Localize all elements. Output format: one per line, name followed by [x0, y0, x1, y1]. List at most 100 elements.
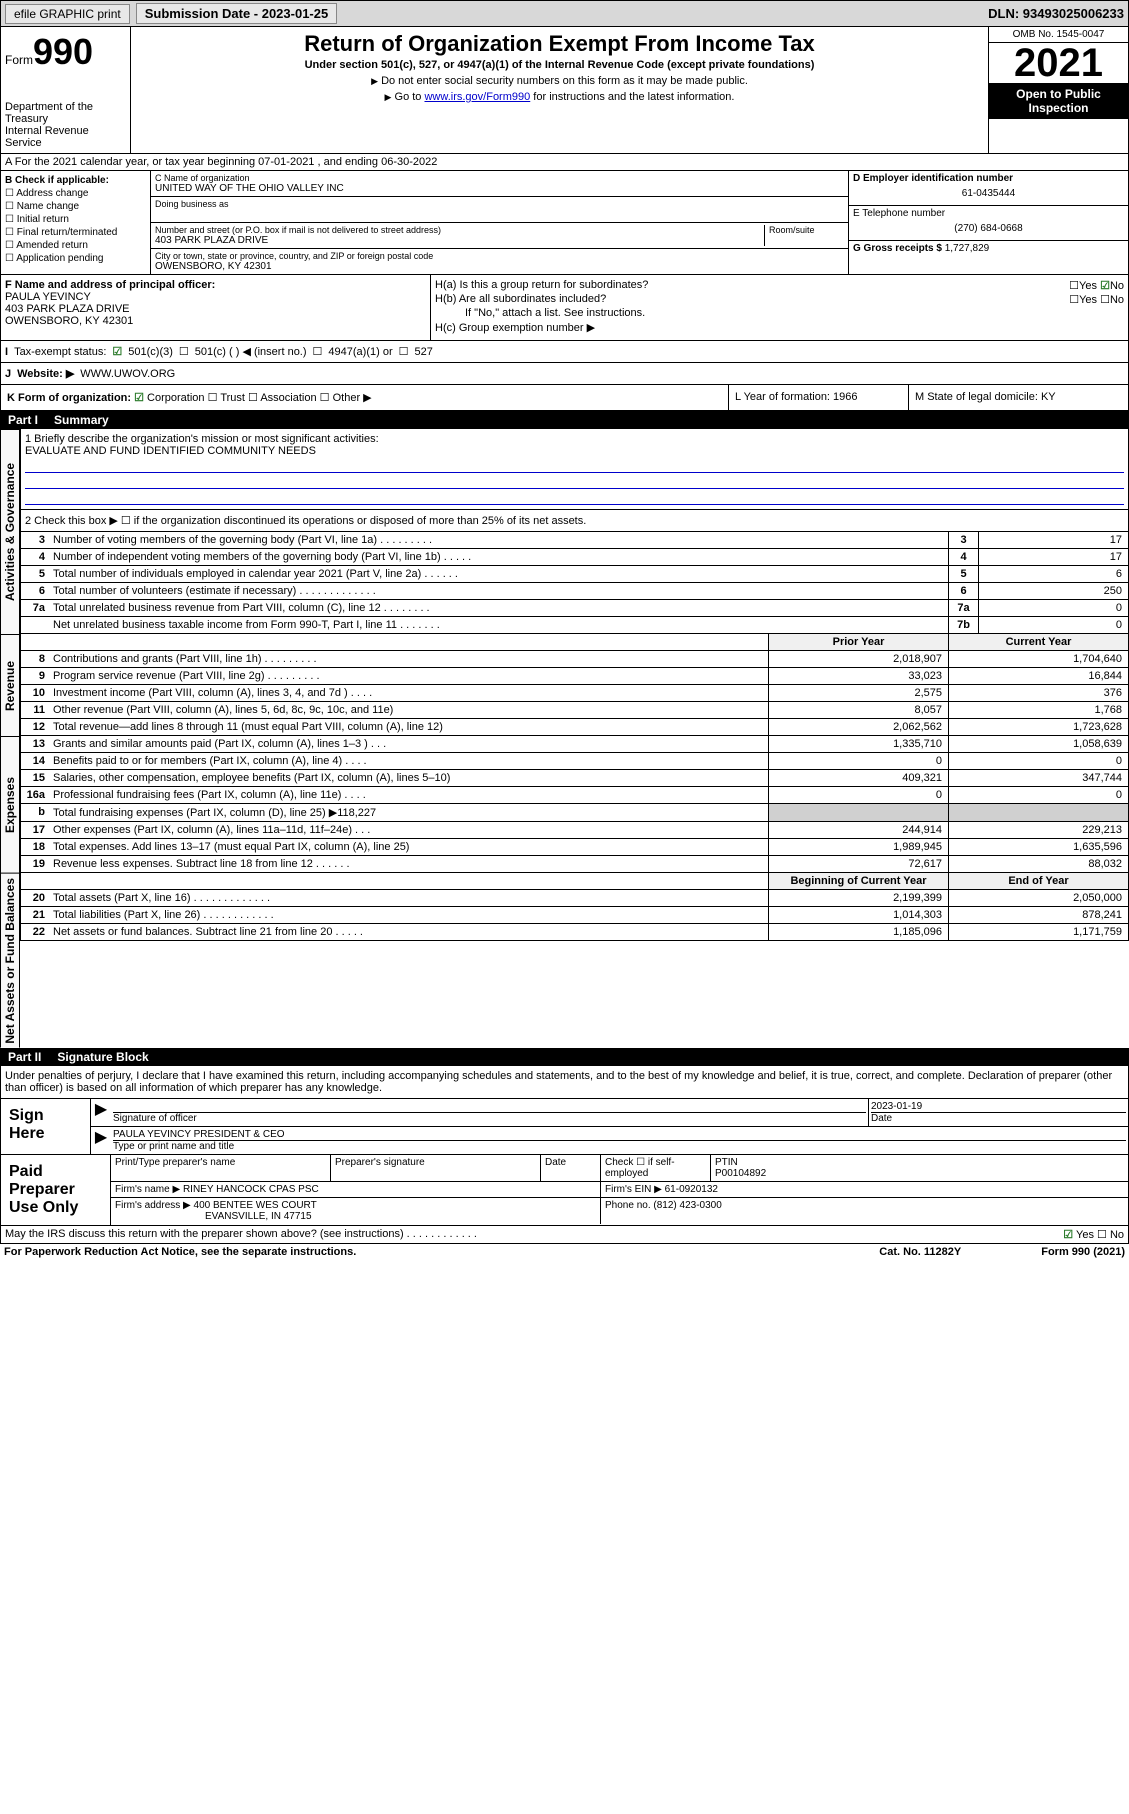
summary-line: 10Investment income (Part VIII, column (… — [20, 685, 1129, 702]
revenue-header: Prior Year Current Year — [20, 634, 1129, 651]
vlabel-revenue: Revenue — [0, 634, 20, 736]
cb-discuss-yes[interactable]: ☑ — [1063, 1229, 1073, 1241]
hc-line: H(c) Group exemption number ▶ — [435, 321, 1124, 334]
note-ssn: Do not enter social security numbers on … — [135, 75, 984, 87]
block-bc: B Check if applicable: ☐ Address change … — [0, 171, 1129, 275]
paid-row-1: Print/Type preparer's name Preparer's si… — [111, 1155, 1128, 1182]
col-b-title: B Check if applicable: — [5, 175, 146, 186]
revenue-section: Revenue Prior Year Current Year 8Contrib… — [0, 634, 1129, 736]
summary-line: 9Program service revenue (Part VIII, lin… — [20, 668, 1129, 685]
form-title: Return of Organization Exempt From Incom… — [135, 31, 984, 57]
ptin: P00104892 — [715, 1168, 766, 1179]
submission-date: Submission Date - 2023-01-25 — [136, 3, 338, 24]
summary-line: 22Net assets or fund balances. Subtract … — [20, 924, 1129, 941]
briefly-describe: 1 Briefly describe the organization's mi… — [20, 429, 1129, 510]
summary-line: Net unrelated business taxable income fr… — [20, 617, 1129, 634]
officer-name-title: PAULA YEVINCY PRESIDENT & CEOType or pri… — [111, 1127, 1128, 1154]
paid-row-3: Firm's address ▶ 400 BENTEE WES COURTEVA… — [111, 1198, 1128, 1224]
na-header: Beginning of Current Year End of Year — [20, 873, 1129, 890]
addr-cell: Number and street (or P.O. box if mail i… — [151, 223, 848, 249]
firm-ein: 61-0920132 — [665, 1184, 718, 1195]
summary-line: 3Number of voting members of the governi… — [20, 532, 1129, 549]
row-j-website: J Website: ▶ WWW.UWOV.ORG — [0, 363, 1129, 385]
note-link: Go to www.irs.gov/Form990 for instructio… — [135, 91, 984, 103]
arrow-icon — [385, 91, 392, 103]
firm-name: RINEY HANCOCK CPAS PSC — [183, 1184, 319, 1195]
line2: 2 Check this box ▶ ☐ if the organization… — [20, 510, 1129, 532]
arrow-icon: ▶ — [91, 1099, 111, 1126]
vlabel-governance: Activities & Governance — [0, 429, 20, 634]
cb-application-pending[interactable]: ☐ Application pending — [5, 253, 146, 264]
row-i-tax-status: I Tax-exempt status: ☑ 501(c)(3) ☐ 501(c… — [0, 341, 1129, 363]
website[interactable]: WWW.UWOV.ORG — [80, 368, 175, 380]
form-header: Form990 Department of the Treasury Inter… — [0, 27, 1129, 154]
irs-label: Internal Revenue Service — [5, 125, 126, 149]
row-k-form-org: K Form of organization: ☑ Corporation ☐ … — [1, 385, 728, 410]
col-c: C Name of organization UNITED WAY OF THE… — [151, 171, 848, 274]
summary-line: 21Total liabilities (Part X, line 26) . … — [20, 907, 1129, 924]
signature-field[interactable]: Signature of officer — [111, 1099, 868, 1126]
officer-addr1: 403 PARK PLAZA DRIVE — [5, 303, 426, 315]
org-name: UNITED WAY OF THE OHIO VALLEY INC — [155, 183, 844, 194]
sign-here-label: Sign Here — [1, 1099, 91, 1154]
org-name-cell: C Name of organization UNITED WAY OF THE… — [151, 171, 848, 197]
irs-link[interactable]: www.irs.gov/Form990 — [424, 91, 530, 103]
summary-line: 5Total number of individuals employed in… — [20, 566, 1129, 583]
summary-line: 20Total assets (Part X, line 16) . . . .… — [20, 890, 1129, 907]
form-subtitle: Under section 501(c), 527, or 4947(a)(1)… — [135, 59, 984, 71]
summary-line: 11Other revenue (Part VIII, column (A), … — [20, 702, 1129, 719]
gross-cell: G Gross receipts $ 1,727,829 — [849, 241, 1128, 256]
cb-address-change[interactable]: ☐ Address change — [5, 188, 146, 199]
firm-phone: (812) 423-0300 — [653, 1200, 721, 1211]
summary-line: 7aTotal unrelated business revenue from … — [20, 600, 1129, 617]
signature-date: 2023-01-19Date — [868, 1099, 1128, 1126]
city-cell: City or town, state or province, country… — [151, 249, 848, 274]
summary-line: 12Total revenue—add lines 8 through 11 (… — [20, 719, 1129, 736]
header-left: Form990 Department of the Treasury Inter… — [1, 27, 131, 153]
cb-amended-return[interactable]: ☐ Amended return — [5, 240, 146, 251]
form-ref: Form 990 (2021) — [1041, 1246, 1125, 1258]
cb-final-return[interactable]: ☐ Final return/terminated — [5, 227, 146, 238]
activities-governance-section: Activities & Governance 1 Briefly descri… — [0, 429, 1129, 634]
summary-line: 16aProfessional fundraising fees (Part I… — [20, 787, 1129, 804]
gross-receipts: 1,727,829 — [945, 243, 990, 254]
mission-text: EVALUATE AND FUND IDENTIFIED COMMUNITY N… — [25, 445, 1124, 457]
summary-line: 4Number of independent voting members of… — [20, 549, 1129, 566]
firm-addr1: 400 BENTEE WES COURT — [194, 1200, 317, 1211]
arrow-icon — [371, 75, 378, 87]
hb-note: If "No," attach a list. See instructions… — [435, 307, 1124, 319]
arrow-icon: ▶ — [91, 1127, 111, 1154]
header-right: OMB No. 1545-0047 2021 Open to Public In… — [988, 27, 1128, 153]
sign-here-block: Sign Here ▶ Signature of officer 2023-01… — [0, 1099, 1129, 1155]
part2-header: Part II Signature Block — [0, 1048, 1129, 1066]
summary-line: 17Other expenses (Part IX, column (A), l… — [20, 822, 1129, 839]
summary-line: 15Salaries, other compensation, employee… — [20, 770, 1129, 787]
phone: (270) 684-0668 — [853, 219, 1124, 238]
row-k: K Form of organization: ☑ Corporation ☐ … — [0, 385, 1129, 411]
top-banner: efile GRAPHIC print Submission Date - 20… — [0, 0, 1129, 27]
officer-name: PAULA YEVINCY — [5, 291, 426, 303]
officer-addr2: OWENSBORO, KY 42301 — [5, 315, 426, 327]
form-prefix: Form — [5, 53, 33, 67]
cb-name-change[interactable]: ☐ Name change — [5, 201, 146, 212]
vlabel-net-assets: Net Assets or Fund Balances — [0, 873, 20, 1048]
expenses-section: Expenses 13Grants and similar amounts pa… — [0, 736, 1129, 873]
discuss-row: May the IRS discuss this return with the… — [0, 1226, 1129, 1244]
col-f-officer: F Name and address of principal officer:… — [1, 275, 431, 340]
vlabel-expenses: Expenses — [0, 736, 20, 873]
paid-preparer-label: Paid Preparer Use Only — [1, 1155, 111, 1225]
col-de: D Employer identification number 61-0435… — [848, 171, 1128, 274]
summary-line: 13Grants and similar amounts paid (Part … — [20, 736, 1129, 753]
tax-year: 2021 — [989, 43, 1128, 83]
ein-cell: D Employer identification number 61-0435… — [849, 171, 1128, 206]
cb-corporation[interactable]: ☑ — [134, 392, 144, 404]
paid-preparer-block: Paid Preparer Use Only Print/Type prepar… — [0, 1155, 1129, 1226]
efile-button[interactable]: efile GRAPHIC print — [5, 4, 130, 24]
summary-line: 8Contributions and grants (Part VIII, li… — [20, 651, 1129, 668]
block-fgh: F Name and address of principal officer:… — [0, 275, 1129, 341]
cb-501c3[interactable]: ☑ — [112, 345, 122, 358]
summary-line: 18Total expenses. Add lines 13–17 (must … — [20, 839, 1129, 856]
signature-declaration: Under penalties of perjury, I declare th… — [0, 1066, 1129, 1099]
phone-cell: E Telephone number (270) 684-0668 — [849, 206, 1128, 241]
cb-initial-return[interactable]: ☐ Initial return — [5, 214, 146, 225]
